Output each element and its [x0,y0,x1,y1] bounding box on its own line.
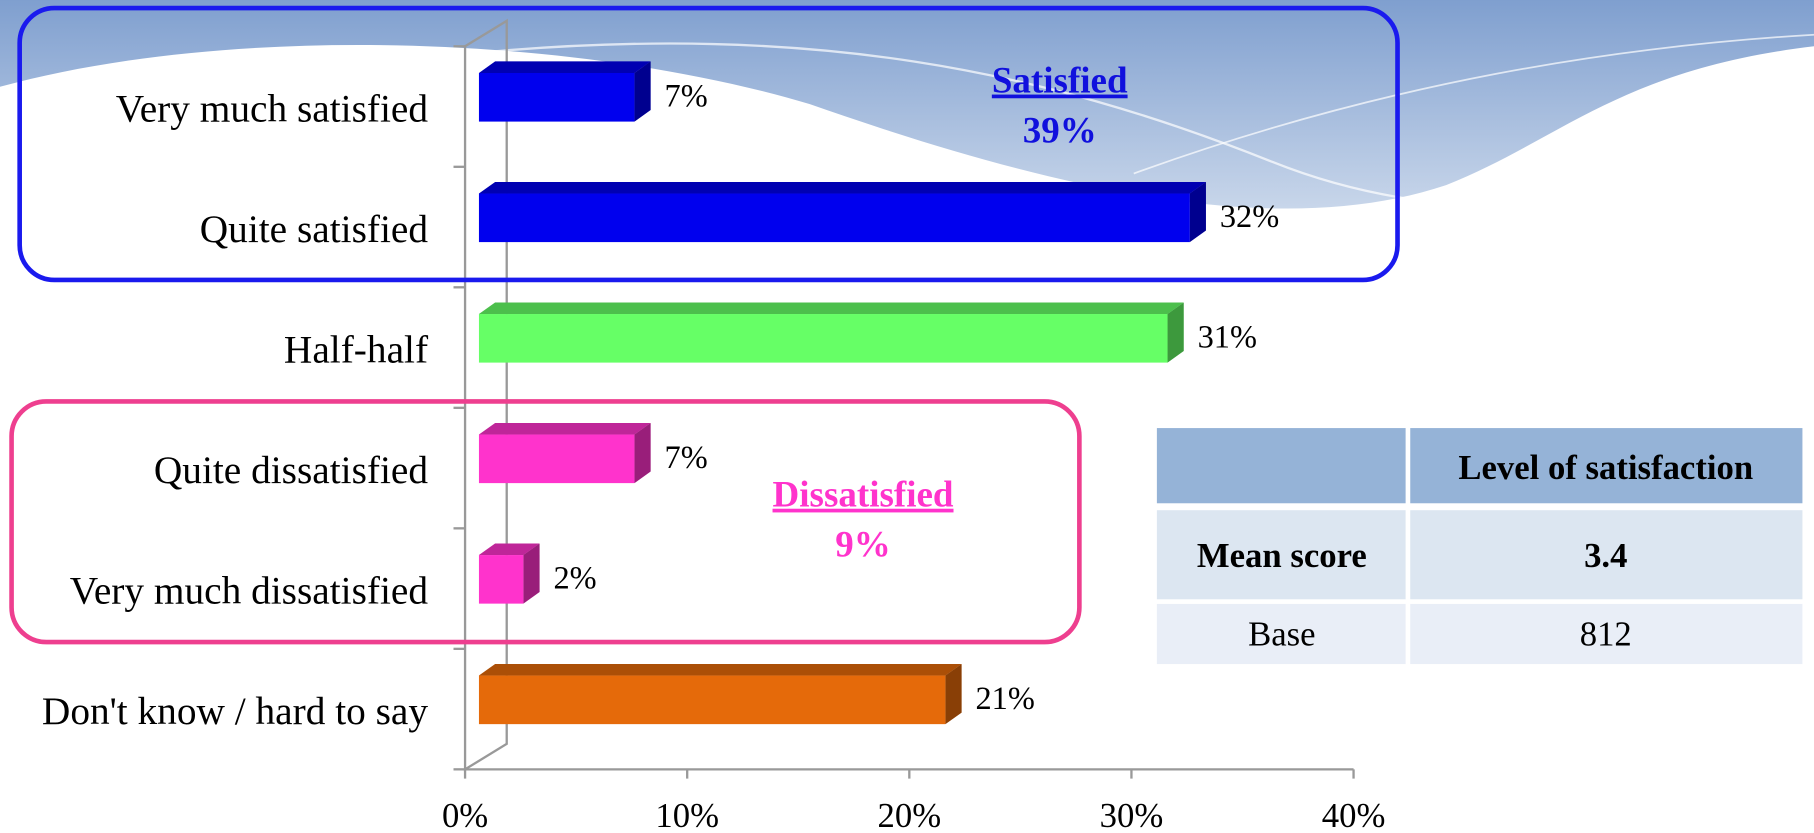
bar-top-shade [478,543,540,556]
table-cell [1156,603,1406,665]
annotation-text: 39% [1023,110,1097,151]
bar-side-shade [634,422,651,484]
bar-side [634,61,651,122]
category-label: Very much satisfied [116,87,429,131]
bar-side [634,422,651,484]
category-label: Quite satisfied [200,207,429,251]
value-label: 21% [975,681,1034,717]
annotation-text: 9% [835,524,891,565]
bar [478,73,635,122]
table-cell [1410,603,1803,665]
bar-top [478,181,1206,194]
value-label: 31% [1198,320,1257,356]
table-cell [1410,510,1803,600]
x-tick-label: 30% [1100,796,1164,833]
bar-side-shade [945,663,962,725]
bar-side [523,543,540,604]
table-cell [1156,428,1406,504]
bar [478,555,524,604]
bar-side [1167,302,1184,363]
value-label: 7% [665,440,708,476]
bar [478,314,1168,363]
bar-top-shade [478,61,651,74]
dissatisfied-box [9,399,1082,645]
x-tick-label: 20% [878,796,942,833]
bar-side-shade [1189,181,1206,243]
satisfied-box [17,5,1400,283]
background-curve [485,42,1814,209]
bar-top [478,302,1184,315]
bar-top [478,61,651,74]
table-cell-text: 812 [1580,615,1632,654]
axis-wall [463,18,508,772]
x-tick-label: 0% [442,796,488,833]
bar-top-shade [478,302,1184,315]
x-tick-label: 10% [655,796,719,833]
annotation-title: Satisfied [992,61,1128,102]
bar-top [478,422,651,435]
background-curve [1133,33,1814,175]
table: Level of satisfaction Mean score 3.4 Bas… [1156,428,1803,665]
bar-side-shade [634,61,651,122]
bar [478,675,946,725]
value-label: 32% [1220,199,1279,235]
category-label: Half-half [284,328,429,372]
category-label: Quite dissatisfied [154,448,428,492]
annotation-title: Dissatisfied [773,475,954,516]
value-label: 7% [665,79,708,115]
bar-side [1189,181,1206,243]
category-label: Very much dissatisfied [70,569,429,613]
table-cell-text: 3.4 [1584,536,1627,575]
table-cell [1410,428,1803,504]
plot: 0% 10% 20% 30% 40% Very much satisfied 7% Quite… [42,18,1386,833]
bar [478,434,635,484]
bar-side-shade [523,543,540,604]
value-label: 2% [553,561,596,597]
category-label: Don't know / hard to say [42,689,428,733]
bar-top [478,543,540,556]
table-cell [1156,510,1406,600]
x-tick-label: 40% [1322,796,1386,833]
bar-top-shade [478,181,1206,194]
bar-side-shade [1167,302,1184,363]
table-cell-text: Mean score [1197,536,1367,575]
bar [478,193,1190,243]
bar-top-shade [478,422,651,435]
table-cell-text: Base [1248,615,1315,654]
bar-top-shade [478,663,962,676]
bar-side [945,663,962,725]
table-header: Level of satisfaction [1458,448,1753,487]
bar-top [478,663,962,676]
background-wave [0,0,1814,209]
